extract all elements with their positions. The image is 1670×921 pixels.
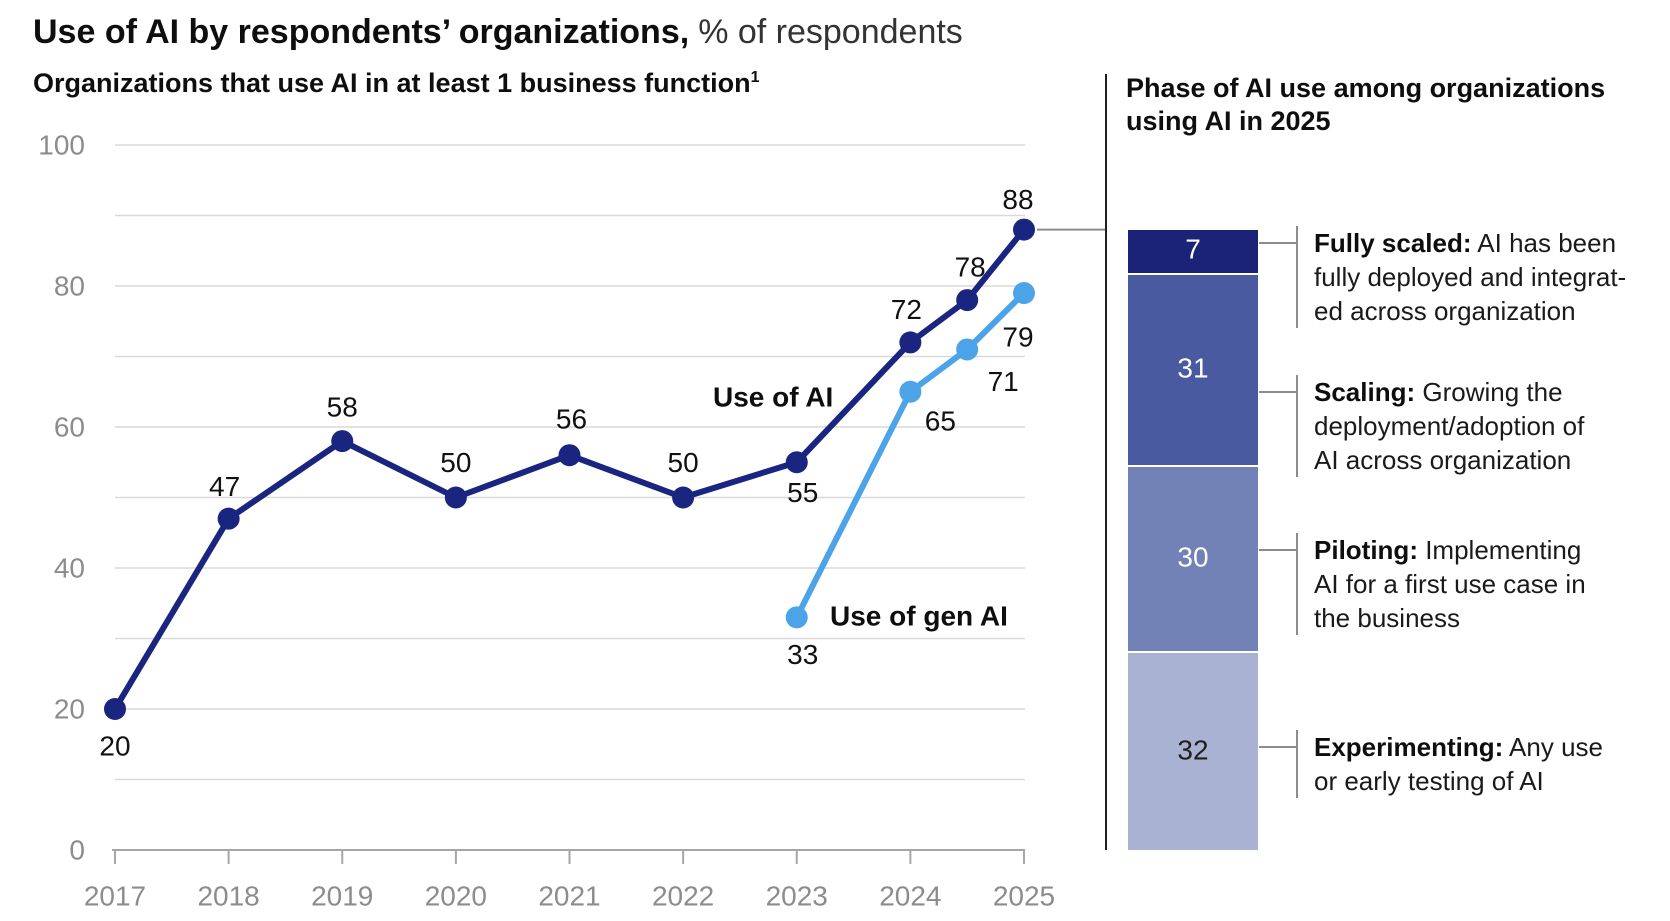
data-point: [899, 380, 922, 403]
data-point: [444, 486, 467, 509]
data-point: [1013, 282, 1035, 305]
bar-segment-fully-scaled: 7: [1128, 229, 1258, 274]
x-tick-label: 2024: [879, 881, 941, 912]
data-label: 79: [1002, 322, 1033, 353]
data-label: 58: [327, 392, 358, 423]
data-point: [785, 451, 808, 474]
x-tick-label: 2017: [84, 881, 146, 912]
data-label: 55: [787, 477, 818, 508]
title-unit: % of respondents: [698, 13, 963, 51]
phase-term: Experimenting:: [1314, 732, 1504, 762]
page-title: Use of AI by respondents’ organizations,…: [33, 10, 963, 54]
series-label: Use of AI: [713, 382, 833, 413]
data-label: 50: [440, 447, 471, 478]
data-point: [956, 289, 979, 312]
data-label: 20: [99, 731, 130, 762]
y-tick-label: 20: [54, 694, 85, 725]
data-point: [785, 606, 808, 629]
data-label: 33: [787, 639, 818, 670]
data-point: [899, 331, 922, 354]
series-use-of-gen-ai: 33 65 71 79 Use of gen AI: [785, 282, 1035, 670]
x-axis: [112, 849, 1025, 864]
bar-segment-value: 32: [1177, 734, 1209, 766]
bar-segment-value: 30: [1177, 542, 1209, 574]
data-point: [558, 444, 581, 467]
y-axis-labels: 0 20 40 60 80 100: [38, 130, 85, 866]
bar-segment-scaling: 31: [1128, 273, 1258, 466]
phase-definition-4: Experimenting: Any use or early testing o…: [1296, 730, 1662, 798]
bar-segment-piloting: 30: [1128, 465, 1258, 652]
x-tick-label: 2025: [993, 881, 1055, 912]
bar-segment-experimenting: 32: [1128, 651, 1258, 850]
definition-connector: [1259, 242, 1296, 244]
x-tick-label: 2019: [311, 881, 373, 912]
x-tick-label: 2021: [538, 881, 600, 912]
data-label: 56: [556, 404, 587, 435]
data-point: [1013, 218, 1035, 241]
series-use-of-ai: 20 47 58 50 56 50 55 72 78 88 Use of AI: [99, 184, 1035, 762]
data-label: 78: [955, 252, 986, 283]
panel-divider: [1105, 74, 1107, 850]
y-tick-label: 60: [54, 412, 85, 443]
x-tick-label: 2023: [766, 881, 828, 912]
gridlines: [115, 144, 1025, 781]
bar-segment-value: 7: [1185, 234, 1201, 266]
x-axis-labels: 2017 2018 2019 2020 2021 2022 2023 2024 2025: [84, 881, 1055, 912]
bar-segment-value: 31: [1177, 352, 1209, 384]
data-label: 50: [668, 447, 699, 478]
data-point: [331, 430, 354, 453]
phase-term: Piloting:: [1314, 535, 1418, 565]
line-chart-subtitle: Organizations that use AI in at least 1 …: [33, 68, 760, 99]
data-label: 47: [209, 471, 240, 502]
x-tick-label: 2022: [652, 881, 714, 912]
definition-connector: [1259, 391, 1296, 393]
data-label: 72: [891, 294, 922, 325]
phase-definition-1: Fully scaled: AI has been fully deployed …: [1296, 226, 1662, 328]
x-tick-label: 2018: [197, 881, 259, 912]
data-label: 88: [1002, 184, 1033, 215]
footnote-marker: 1: [750, 69, 760, 86]
subtitle-text: Organizations that use AI in at least 1 …: [33, 68, 751, 98]
data-point: [672, 486, 695, 509]
definition-connector: [1259, 746, 1296, 748]
phase-term: Fully scaled:: [1314, 228, 1472, 258]
right-panel-heading: Phase of AI use among organizations using…: [1126, 73, 1606, 136]
series-label: Use of gen AI: [830, 601, 1008, 632]
phase-definition-3: Piloting: Implementing AI for a first use…: [1296, 533, 1662, 635]
y-tick-label: 100: [38, 130, 85, 161]
x-tick-label: 2020: [425, 881, 487, 912]
data-label: 71: [988, 366, 1019, 397]
phase-term: Scaling:: [1314, 377, 1416, 407]
data-point: [956, 338, 979, 361]
title-bold: Use of AI by respondents’ organizations,: [33, 13, 690, 51]
data-label: 65: [925, 405, 956, 436]
y-tick-label: 40: [54, 553, 85, 584]
data-point: [104, 698, 126, 720]
phase-definition-2: Scaling: Growing the deployment/adoption …: [1296, 375, 1662, 477]
data-point: [217, 507, 240, 530]
definition-connector: [1259, 549, 1296, 551]
y-tick-label: 80: [54, 271, 85, 302]
y-tick-label: 0: [69, 835, 85, 866]
